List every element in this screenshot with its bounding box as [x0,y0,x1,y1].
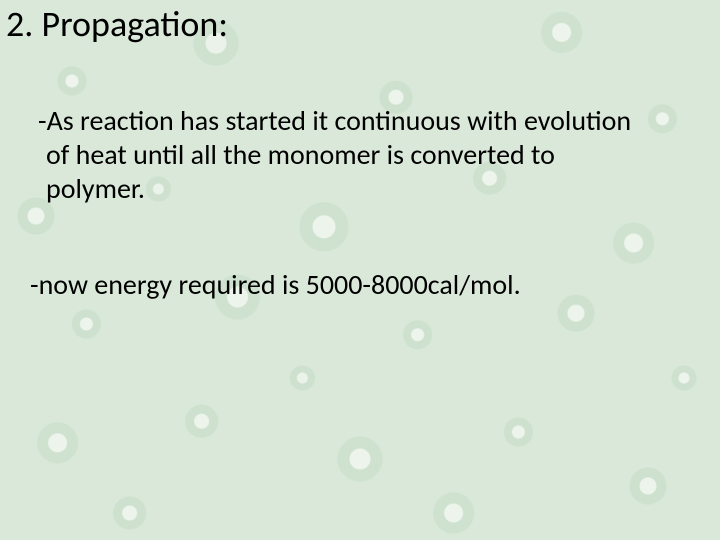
body-paragraph-1: -As reaction has started it continuous w… [38,104,648,206]
body-paragraph-2: -now energy required is 5000-8000cal/mol… [30,268,670,302]
slide-content: 2. Propagation: -As reaction has started… [0,0,720,540]
slide-title: 2. Propagation: [6,2,228,46]
